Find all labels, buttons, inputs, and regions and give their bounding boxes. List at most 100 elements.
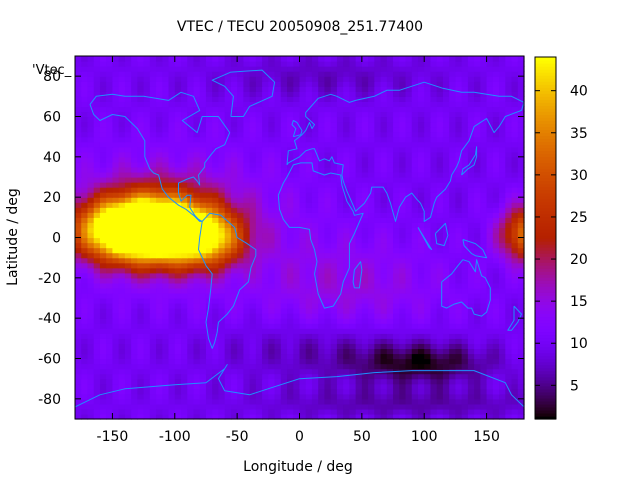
heatmap-cell	[380, 242, 388, 249]
heatmap-cell	[355, 262, 363, 269]
heatmap-cell	[268, 408, 276, 415]
heatmap-cell	[399, 232, 407, 239]
heatmap-cell	[436, 237, 444, 244]
heatmap-cell	[131, 298, 138, 304]
heatmap-cell	[474, 202, 481, 208]
heatmap-cell	[218, 252, 226, 259]
heatmap-cell	[318, 413, 326, 420]
heatmap-cell	[193, 408, 201, 415]
heatmap-cell	[517, 298, 525, 304]
heatmap-cell	[361, 222, 369, 229]
heatmap-cell	[511, 177, 519, 183]
heatmap-cell	[417, 177, 425, 183]
heatmap-cell	[237, 232, 244, 239]
heatmap-cell	[474, 156, 481, 163]
heatmap-cell	[361, 207, 369, 213]
heatmap-cell	[131, 378, 138, 385]
heatmap-cell	[386, 146, 394, 153]
heatmap-cell	[174, 398, 182, 405]
heatmap-cell	[268, 131, 276, 138]
heatmap-cell	[143, 272, 151, 279]
heatmap-cell	[268, 252, 276, 259]
heatmap-cell	[205, 96, 213, 102]
heatmap-cell	[106, 388, 114, 395]
heatmap-cell	[287, 71, 294, 77]
heatmap-cell	[149, 101, 157, 108]
heatmap-cell	[436, 121, 444, 128]
heatmap-cell	[299, 197, 307, 203]
heatmap-cell	[174, 257, 182, 264]
heatmap-cell	[343, 212, 350, 218]
heatmap-cell	[237, 187, 244, 193]
heatmap-cell	[380, 106, 388, 113]
heatmap-cell	[480, 378, 488, 385]
heatmap-cell	[405, 187, 413, 193]
heatmap-cell	[355, 252, 363, 259]
heatmap-cell	[505, 242, 513, 249]
heatmap-cell	[274, 232, 282, 239]
heatmap-cell	[417, 287, 425, 294]
heatmap-cell	[168, 237, 176, 244]
heatmap-cell	[449, 408, 457, 415]
heatmap-cell	[93, 388, 101, 395]
heatmap-cell	[511, 298, 519, 304]
heatmap-cell	[280, 242, 288, 249]
heatmap-cell	[280, 393, 288, 400]
heatmap-cell	[131, 66, 138, 72]
heatmap-cell	[368, 232, 375, 239]
heatmap-cell	[187, 333, 195, 339]
heatmap-cell	[330, 363, 338, 370]
heatmap-cell	[218, 126, 226, 133]
heatmap-cell	[511, 136, 519, 143]
heatmap-cell	[430, 227, 438, 234]
heatmap-cell	[486, 111, 494, 118]
heatmap-cell	[361, 232, 369, 239]
heatmap-cell	[118, 217, 126, 223]
heatmap-cell	[405, 161, 413, 168]
heatmap-cell	[143, 197, 151, 203]
heatmap-cell	[174, 197, 182, 203]
heatmap-cell	[505, 212, 513, 218]
heatmap-cell	[93, 91, 101, 97]
heatmap-cell	[311, 116, 319, 123]
heatmap-cell	[467, 313, 475, 319]
heatmap-cell	[517, 282, 525, 289]
heatmap-cell	[162, 111, 170, 118]
heatmap-cell	[293, 76, 301, 82]
heatmap-cell	[280, 146, 288, 153]
heatmap-cell	[199, 313, 207, 319]
heatmap-cell	[330, 398, 338, 405]
heatmap-cell	[436, 353, 444, 360]
heatmap-cell	[411, 413, 419, 420]
heatmap-cell	[299, 222, 307, 229]
heatmap-cell	[417, 262, 425, 269]
heatmap-cell	[486, 131, 494, 138]
heatmap-cell	[168, 171, 176, 178]
heatmap-cell	[430, 292, 438, 299]
heatmap-cell	[112, 328, 120, 334]
heatmap-cell	[243, 257, 251, 264]
heatmap-cell	[287, 222, 294, 229]
heatmap-cell	[480, 242, 488, 249]
heatmap-cell	[143, 192, 151, 198]
heatmap-cell	[355, 398, 363, 405]
heatmap-cell	[361, 86, 369, 92]
heatmap-cell	[386, 156, 394, 163]
heatmap-cell	[187, 187, 195, 193]
heatmap-cell	[368, 81, 375, 87]
heatmap-cell	[118, 257, 126, 264]
heatmap-cell	[243, 252, 251, 259]
heatmap-cell	[199, 227, 207, 234]
heatmap-cell	[511, 368, 519, 375]
heatmap-cell	[349, 101, 357, 108]
heatmap-cell	[218, 156, 226, 163]
heatmap-cell	[467, 121, 475, 128]
heatmap-cell	[380, 267, 388, 274]
heatmap-cell	[212, 71, 220, 77]
heatmap-cell	[268, 96, 276, 102]
heatmap-cell	[262, 272, 269, 279]
heatmap-cell	[212, 217, 220, 223]
heatmap-cell	[386, 277, 394, 284]
heatmap-cell	[349, 262, 357, 269]
heatmap-cell	[199, 323, 207, 329]
